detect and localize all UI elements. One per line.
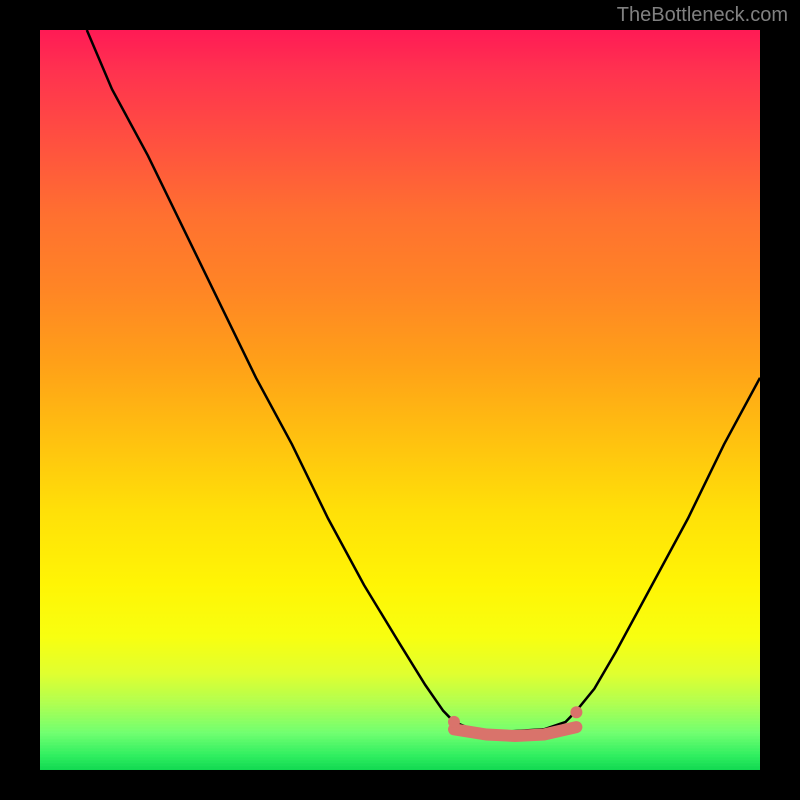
optimal-range-line	[454, 727, 576, 736]
optimal-end-marker	[570, 706, 582, 718]
bottleneck-chart	[40, 30, 760, 770]
performance-curve	[87, 30, 760, 732]
watermark-text: TheBottleneck.com	[617, 4, 788, 27]
optimal-start-marker	[448, 716, 460, 728]
curve-svg	[40, 30, 760, 770]
